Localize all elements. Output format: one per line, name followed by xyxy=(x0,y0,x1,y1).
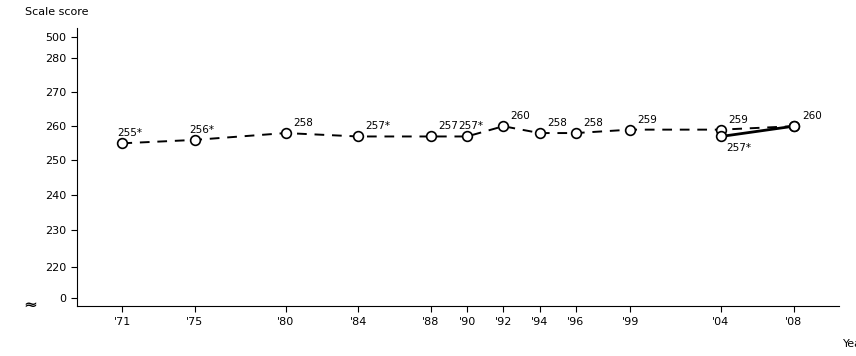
Text: 257*: 257* xyxy=(366,121,390,131)
Text: 259: 259 xyxy=(638,115,657,125)
Text: 258: 258 xyxy=(293,118,312,128)
Text: 258: 258 xyxy=(547,118,567,128)
Text: 257*: 257* xyxy=(458,121,483,131)
Text: Year: Year xyxy=(842,340,856,350)
Text: 257*: 257* xyxy=(727,143,752,153)
Text: 256*: 256* xyxy=(189,125,215,135)
Text: Scale score: Scale score xyxy=(25,7,89,17)
Text: 258: 258 xyxy=(583,118,603,128)
Text: ∼: ∼ xyxy=(23,294,37,313)
Text: 260: 260 xyxy=(510,111,531,121)
Text: 255*: 255* xyxy=(117,128,142,138)
Text: 260: 260 xyxy=(803,111,823,121)
Text: 259: 259 xyxy=(728,115,748,125)
Text: 257: 257 xyxy=(438,121,458,131)
Text: ∼: ∼ xyxy=(23,297,37,315)
